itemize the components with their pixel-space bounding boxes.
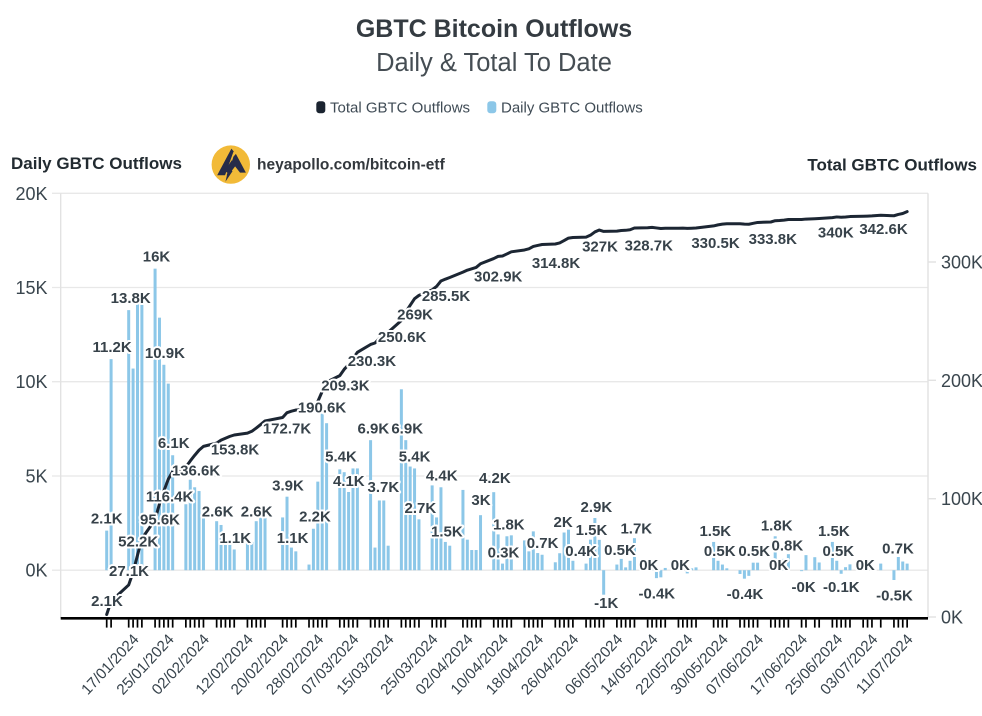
svg-text:200K: 200K — [941, 371, 982, 391]
svg-text:2.1K: 2.1K — [91, 511, 123, 528]
svg-text:269K: 269K — [397, 307, 433, 324]
svg-text:333.8K: 333.8K — [749, 231, 798, 248]
svg-text:4.2K: 4.2K — [479, 470, 511, 487]
svg-text:153.8K: 153.8K — [211, 441, 260, 458]
svg-text:10.9K: 10.9K — [145, 345, 185, 362]
svg-text:1.1K: 1.1K — [219, 530, 251, 547]
svg-text:10K: 10K — [15, 372, 47, 392]
svg-text:0K: 0K — [769, 557, 788, 574]
svg-text:4.1K: 4.1K — [333, 473, 365, 490]
svg-text:0.8K: 0.8K — [772, 538, 804, 555]
svg-text:GBTC Bitcoin Outflows: GBTC Bitcoin Outflows — [356, 15, 632, 43]
svg-text:0.3K: 0.3K — [488, 544, 520, 561]
svg-text:1.8K: 1.8K — [761, 518, 793, 535]
svg-text:0K: 0K — [639, 557, 658, 574]
svg-text:-0.4K: -0.4K — [638, 586, 675, 603]
svg-text:-0.1K: -0.1K — [823, 579, 860, 596]
svg-text:1.5K: 1.5K — [576, 522, 608, 539]
svg-text:6.9K: 6.9K — [358, 421, 390, 438]
svg-text:1.5K: 1.5K — [431, 523, 463, 540]
svg-text:3.9K: 3.9K — [272, 478, 304, 495]
svg-text:136.6K: 136.6K — [172, 462, 221, 479]
svg-text:15K: 15K — [15, 278, 47, 298]
svg-text:2.2K: 2.2K — [299, 508, 331, 525]
svg-text:-0.5K: -0.5K — [876, 588, 913, 605]
svg-text:0K: 0K — [856, 557, 875, 574]
svg-text:250.6K: 250.6K — [378, 329, 427, 346]
svg-text:0K: 0K — [941, 608, 963, 628]
svg-text:heyapollo.com/bitcoin-etf: heyapollo.com/bitcoin-etf — [257, 157, 446, 174]
svg-text:3.7K: 3.7K — [368, 479, 400, 496]
svg-text:11.2K: 11.2K — [92, 339, 131, 356]
svg-text:300K: 300K — [941, 253, 982, 273]
svg-text:1.8K: 1.8K — [493, 516, 525, 533]
svg-text:209.3K: 209.3K — [321, 377, 370, 394]
svg-text:-0K: -0K — [792, 579, 816, 596]
svg-text:0.4K: 0.4K — [565, 543, 597, 560]
svg-text:27.1K: 27.1K — [109, 563, 149, 580]
svg-text:100K: 100K — [941, 489, 982, 509]
svg-text:230.3K: 230.3K — [348, 353, 397, 370]
svg-text:0.5K: 0.5K — [704, 543, 736, 560]
svg-text:16K: 16K — [143, 249, 171, 266]
svg-text:0.5K: 0.5K — [738, 543, 770, 560]
svg-text:0.7K: 0.7K — [882, 540, 914, 557]
svg-text:330.5K: 330.5K — [691, 235, 740, 252]
svg-text:Daily GBTC Outflows: Daily GBTC Outflows — [501, 100, 643, 117]
svg-text:2.6K: 2.6K — [202, 504, 234, 521]
svg-text:5.4K: 5.4K — [399, 448, 431, 465]
svg-text:Total GBTC Outflows: Total GBTC Outflows — [807, 156, 977, 175]
svg-text:-0.4K: -0.4K — [727, 586, 764, 603]
svg-text:6.1K: 6.1K — [158, 435, 190, 452]
svg-text:4.4K: 4.4K — [426, 467, 458, 484]
svg-text:302.9K: 302.9K — [474, 268, 523, 285]
svg-text:2.1K: 2.1K — [91, 593, 123, 610]
svg-text:2K: 2K — [554, 514, 573, 531]
svg-text:1.5K: 1.5K — [818, 523, 850, 540]
svg-text:0.5K: 0.5K — [822, 543, 854, 560]
svg-text:0.5K: 0.5K — [604, 542, 636, 559]
svg-text:2.7K: 2.7K — [405, 500, 437, 517]
svg-text:340K: 340K — [818, 225, 854, 242]
svg-text:285.5K: 285.5K — [422, 288, 471, 305]
svg-text:328.7K: 328.7K — [625, 238, 674, 255]
svg-text:3K: 3K — [471, 492, 490, 509]
svg-text:6.9K: 6.9K — [391, 421, 423, 438]
svg-text:190.6K: 190.6K — [298, 399, 347, 416]
svg-text:13.8K: 13.8K — [111, 290, 151, 307]
svg-text:2.6K: 2.6K — [241, 504, 273, 521]
svg-text:1.5K: 1.5K — [699, 523, 731, 540]
svg-text:0.7K: 0.7K — [527, 535, 559, 552]
svg-text:-1K: -1K — [594, 595, 618, 612]
svg-text:5.4K: 5.4K — [325, 448, 357, 465]
svg-text:0K: 0K — [25, 561, 47, 581]
svg-text:Total GBTC Outflows: Total GBTC Outflows — [330, 100, 470, 117]
svg-text:314.8K: 314.8K — [532, 255, 581, 272]
svg-text:20K: 20K — [15, 184, 47, 204]
svg-text:2.9K: 2.9K — [581, 499, 613, 516]
svg-text:116.4K: 116.4K — [146, 488, 194, 505]
svg-text:1.1K: 1.1K — [277, 530, 309, 547]
svg-text:Daily & Total To Date: Daily & Total To Date — [376, 49, 612, 77]
svg-text:327K: 327K — [582, 238, 618, 255]
svg-text:0K: 0K — [671, 557, 690, 574]
svg-text:1.7K: 1.7K — [620, 520, 652, 537]
svg-text:95.6K: 95.6K — [140, 512, 180, 529]
svg-text:5K: 5K — [25, 467, 47, 487]
svg-text:172.7K: 172.7K — [263, 421, 312, 438]
svg-text:Daily GBTC Outflows: Daily GBTC Outflows — [11, 154, 182, 173]
svg-text:52.2K: 52.2K — [118, 533, 158, 550]
svg-text:342.6K: 342.6K — [859, 221, 908, 238]
